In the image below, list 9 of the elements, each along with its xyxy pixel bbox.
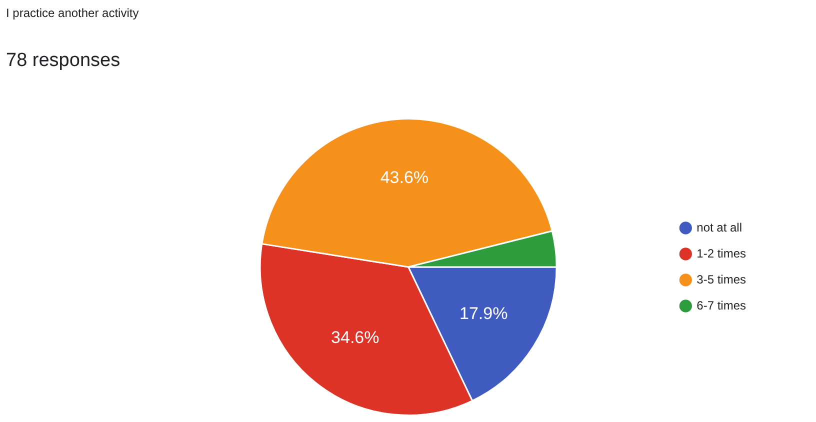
data-label: 17.9% [459,304,508,324]
data-label: 43.6% [380,168,429,187]
legend-label: 3-5 times [696,272,746,286]
legend-label: 1-2 times [696,246,746,260]
text: 78 responses [6,50,120,72]
legend-label: 6-7 times [696,298,746,312]
data-label: 34.6% [331,328,380,347]
text: I practice another activity [6,6,139,20]
legend-label: not at all [696,220,742,234]
